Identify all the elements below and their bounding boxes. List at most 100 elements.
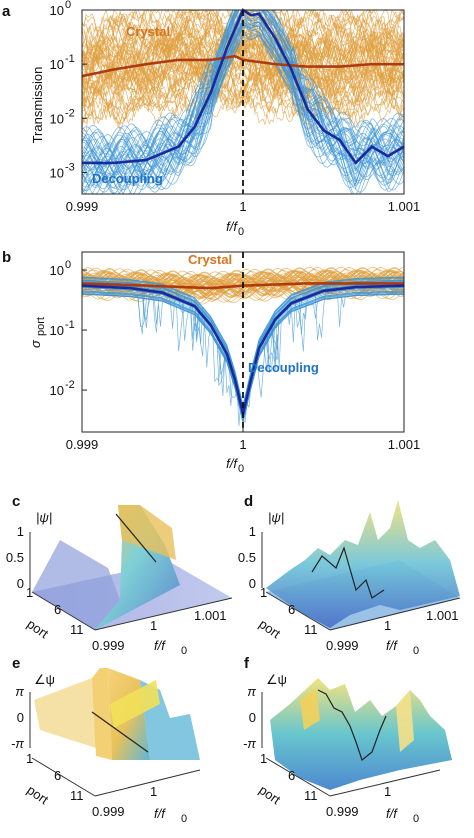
y-tick-exp-a-0: 0 <box>65 0 71 11</box>
y-tick-label-b-2: 10 <box>50 383 64 398</box>
y-tick-exp-b-0: 0 <box>65 259 71 271</box>
series-line-crystal-a <box>81 54 404 78</box>
y-axis-label-b-main: σ <box>28 339 43 348</box>
y-tick-label-b-1: 10 <box>50 323 64 338</box>
y-axis-label-a: Transmission <box>30 67 45 144</box>
panel-label-c: c <box>12 493 20 510</box>
port-axis-e: 1 6 11 port <box>24 751 96 808</box>
panel-d: d |ψ| 1 0.5 0 1 6 11 port 0.999 1 1.001 … <box>238 493 461 657</box>
x-tick-label-a-2: 1.001 <box>388 199 421 214</box>
x-axis-label-a: f/f 0 <box>226 219 244 238</box>
trace-line-d <box>311 546 385 599</box>
z-axis-label-e: ∠ψ <box>34 672 55 687</box>
y-tick-label-b-0: 10 <box>50 263 64 278</box>
port-tick-f-2: 11 <box>304 788 318 803</box>
x-tick-label-b-2: 1.001 <box>388 437 421 452</box>
f-axis-f: 0.999 1 f/f 0 <box>326 769 441 825</box>
panel-label-d: d <box>244 493 253 510</box>
trace-line-f <box>317 689 387 762</box>
port-tick-e-2: 11 <box>70 788 84 803</box>
crystal-trace-a-54 <box>81 35 405 91</box>
crystal-trace-a-39 <box>81 59 405 118</box>
x-tick-label-b-1: 1 <box>239 437 246 452</box>
y-tick-label-a-0: 10 <box>50 3 64 18</box>
decoupling-trace-a-36 <box>81 34 405 195</box>
f-tick-d-2: 1.001 <box>426 608 459 623</box>
z-axis-label-c: |ψ| <box>36 510 52 525</box>
port-axis-f: 1 6 11 port <box>256 751 331 808</box>
port-label-f: port <box>256 782 283 807</box>
f-tick-c-0: 0.999 <box>92 638 125 653</box>
f-tick-d-0: 0.999 <box>326 638 359 653</box>
f-axis-e: 0.999 1 f/f 0 <box>92 769 201 825</box>
x-axis-label-a-sub: 0 <box>238 226 244 238</box>
panel-e: e ∠ψ π 0 -π 1 6 11 port 0.999 1 f/f 0 <box>11 655 201 825</box>
port-label-c: port <box>24 616 51 641</box>
surface-ridge-c <box>118 505 176 560</box>
f-tick-e-1: 1 <box>150 784 157 799</box>
z-tick-e-2: -π <box>11 736 24 751</box>
x-tick-label-b-0: 0.999 <box>66 437 99 452</box>
z-tick-f-1: 0 <box>249 710 256 725</box>
z-axis-e: π 0 -π <box>11 684 31 751</box>
x-tick-label-a-0: 0.999 <box>66 199 99 214</box>
decoupling-trace-a-41 <box>81 26 405 195</box>
z-tick-f-2: -π <box>243 736 256 751</box>
z-axis-d: 1 0.5 0 <box>238 524 263 591</box>
panel-f: f ∠ψ π 0 -π 1 6 11 port 0.999 1 f/f 0 <box>243 655 452 825</box>
port-axis-line-d <box>265 591 331 631</box>
z-axis-c: 1 0.5 0 <box>6 524 31 591</box>
y-axis-label-b: σ port <box>28 317 47 348</box>
f-label-d: f/f <box>386 638 398 653</box>
port-tick-d-0: 1 <box>260 585 267 600</box>
z-tick-d-1: 0.5 <box>238 550 256 565</box>
z-tick-e-0: π <box>15 684 24 699</box>
trace-line-c <box>115 513 157 563</box>
surface-left-c <box>32 540 120 630</box>
surface-band-e <box>110 680 160 728</box>
f-label-c: f/f <box>154 638 166 653</box>
z-tick-c-2: 0 <box>17 576 24 591</box>
f-axis-line-c <box>94 597 233 631</box>
panel-label-e: e <box>12 655 20 672</box>
port-axis-line-c <box>31 591 96 631</box>
f-axis-c: 0.999 1 1.001 f/f 0 <box>92 597 233 657</box>
x-tick-label-a-1: 1 <box>239 199 246 214</box>
z-axis-label-d: |ψ| <box>268 510 284 525</box>
f-label-c-sub: 0 <box>181 645 187 657</box>
port-label-d: port <box>256 616 283 641</box>
f-tick-c-1: 1 <box>150 618 157 633</box>
y-tick-exp-b-2: -2 <box>65 379 75 391</box>
series-label-decoupling-a: Decoupling <box>92 171 163 186</box>
port-tick-c-2: 11 <box>70 622 84 637</box>
z-tick-c-1: 0.5 <box>6 550 24 565</box>
surface-slice-e <box>92 668 112 760</box>
f-axis-line-d <box>329 597 461 631</box>
crystal-trace-a-57 <box>81 47 405 109</box>
series-label-decoupling-b: Decoupling <box>248 360 319 375</box>
panel-label-f: f <box>244 655 250 672</box>
f-tick-f-0: 0.999 <box>326 804 359 819</box>
y-tick-exp-a-3: -3 <box>65 161 75 173</box>
f-label-e-sub: 0 <box>181 813 187 825</box>
f-axis-line-f <box>329 769 441 797</box>
series-label-crystal-b: Crystal <box>188 252 232 267</box>
y-tick-exp-a-2: -2 <box>65 107 75 119</box>
f-axis-line-e <box>94 769 201 797</box>
f-axis-d: 0.999 1 1.001 f/f 0 <box>326 597 461 657</box>
port-label-e: port <box>24 782 51 807</box>
port-tick-e-1: 6 <box>54 768 61 783</box>
port-axis-line-f <box>265 757 331 797</box>
z-tick-d-2: 0 <box>249 576 256 591</box>
crystal-trace-a-33 <box>81 8 404 56</box>
y-axis-label-b-sub: port <box>35 317 47 336</box>
f-tick-c-2: 1.001 <box>194 608 227 623</box>
y-tick-label-a-3: 10 <box>50 165 64 180</box>
x-axis-label-b-main: f/f <box>226 456 238 471</box>
f-label-d-sub: 0 <box>413 645 419 657</box>
port-tick-d-1: 6 <box>288 602 295 617</box>
